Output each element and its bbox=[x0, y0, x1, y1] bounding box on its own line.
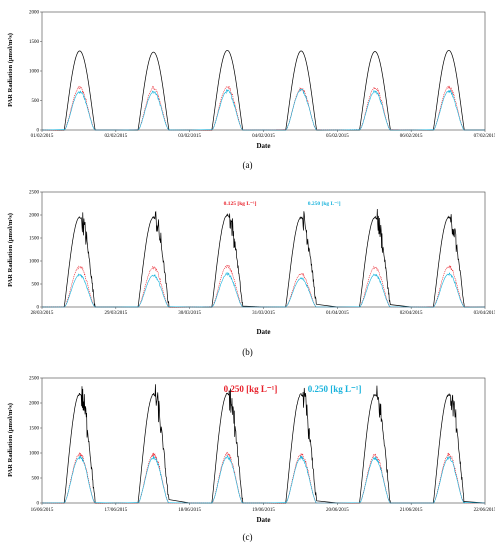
x-tick-label: 06/02/2015 bbox=[400, 134, 423, 139]
y-tick-label: 0 bbox=[37, 502, 40, 507]
plot-frame bbox=[41, 11, 486, 131]
plot-frame bbox=[41, 191, 486, 308]
y-axis-label: PAR Radiation (μmol/m²s) bbox=[7, 403, 14, 477]
x-axis-label: Date bbox=[257, 516, 271, 524]
x-tick-label: 03/04/2015 bbox=[474, 311, 495, 316]
series-line-cyan bbox=[42, 272, 485, 308]
x-tick-label: 31/03/2015 bbox=[252, 311, 275, 316]
panel-caption: (a) bbox=[243, 160, 253, 170]
y-tick-label: 1000 bbox=[29, 260, 40, 265]
legend-entry-red: 0.250 [kg L⁻¹] bbox=[224, 384, 278, 394]
chart-panel-c: 0 500 1000 1500 2000 2500 16/06/2015 17/06/2015… bbox=[7, 377, 495, 542]
y-axis-label: PAR Radiation (μmol/m²s) bbox=[7, 213, 14, 287]
x-tick-label: 30/03/2015 bbox=[178, 311, 201, 316]
x-tick-label: 05/02/2015 bbox=[326, 134, 349, 139]
series-line-red bbox=[41, 264, 486, 308]
x-tick-label: 29/03/2015 bbox=[104, 311, 127, 316]
x-tick-label: 22/06/2015 bbox=[474, 508, 495, 513]
series-line-red bbox=[42, 451, 485, 504]
x-tick-label: 20/06/2015 bbox=[326, 508, 349, 513]
x-tick-label: 19/06/2015 bbox=[252, 508, 275, 513]
x-tick-label: 02/02/2015 bbox=[104, 134, 127, 139]
y-tick-label: 500 bbox=[32, 477, 40, 482]
y-tick-label: 1500 bbox=[29, 427, 40, 432]
x-tick-label: 07/02/2015 bbox=[474, 134, 495, 139]
x-tick-label: 01/02/2015 bbox=[31, 134, 54, 139]
panel-caption: (b) bbox=[242, 347, 253, 357]
y-tick-label: 2500 bbox=[29, 377, 40, 382]
x-tick-label: 28/03/2015 bbox=[31, 311, 54, 316]
legend-entry-cyan: 0.250 [kg L⁻¹] bbox=[308, 384, 362, 394]
x-tick-label: 18/06/2015 bbox=[178, 508, 201, 513]
y-tick-label: 2000 bbox=[29, 214, 40, 219]
plot-frame bbox=[41, 377, 486, 504]
x-tick-label: 17/06/2015 bbox=[104, 508, 127, 513]
y-tick-label: 1500 bbox=[29, 40, 40, 45]
series-line-outside bbox=[41, 384, 486, 504]
x-axis-label: Date bbox=[257, 142, 271, 150]
series-line-red bbox=[41, 85, 485, 131]
x-tick-label: 03/02/2015 bbox=[178, 134, 201, 139]
x-tick-label: 16/06/2015 bbox=[31, 508, 54, 513]
legend-entry-cyan: 0.250 [kg L⁻¹] bbox=[308, 201, 341, 207]
y-tick-label: 500 bbox=[32, 99, 40, 104]
series-line-outside bbox=[42, 49, 485, 131]
y-tick-label: 500 bbox=[32, 283, 40, 288]
x-tick-label: 01/04/2015 bbox=[326, 311, 349, 316]
y-tick-label: 1000 bbox=[29, 452, 40, 457]
chart-panel-a: 0 500 1000 1500 2000 01/02/2015 02/02/2015 03/0… bbox=[7, 11, 495, 170]
panel-caption: (c) bbox=[243, 532, 253, 542]
y-tick-label: 1000 bbox=[29, 70, 40, 75]
x-tick-label: 04/02/2015 bbox=[252, 134, 275, 139]
chart-panel-b: 0 500 1000 1500 2000 2500 28/03/2015 29/03/2015… bbox=[7, 191, 495, 357]
y-axis-label: PAR Radiation (μmol/m²s) bbox=[7, 33, 14, 107]
series-line-cyan bbox=[41, 454, 486, 504]
series-line-outside bbox=[41, 209, 485, 308]
y-tick-label: 2000 bbox=[29, 11, 40, 16]
x-tick-label: 21/06/2015 bbox=[400, 508, 423, 513]
y-tick-label: 2000 bbox=[29, 402, 40, 407]
x-tick-label: 02/04/2015 bbox=[400, 311, 423, 316]
y-tick-label: 1500 bbox=[29, 237, 40, 242]
y-tick-label: 0 bbox=[37, 129, 40, 134]
x-axis-label: Date bbox=[257, 328, 271, 336]
y-tick-label: 2500 bbox=[29, 191, 40, 196]
y-tick-label: 0 bbox=[37, 306, 40, 311]
legend-entry-red: 0.125 [kg L⁻¹] bbox=[224, 201, 257, 207]
series-line-cyan bbox=[41, 88, 485, 131]
